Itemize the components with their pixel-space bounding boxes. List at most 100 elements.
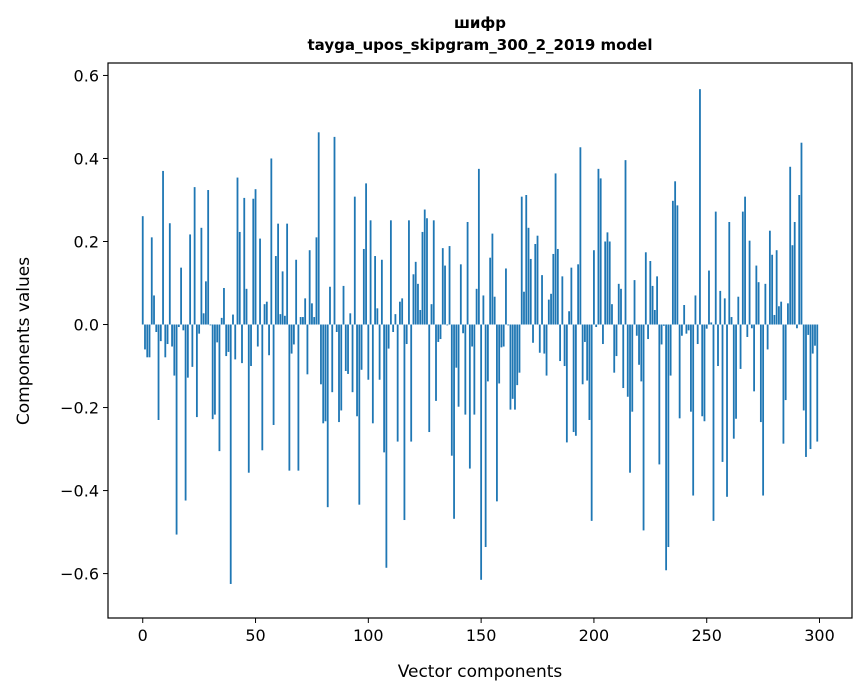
bar — [656, 276, 658, 325]
bar — [525, 195, 528, 325]
bar — [261, 324, 264, 451]
bar — [150, 237, 153, 325]
bar — [550, 293, 552, 325]
bar — [225, 324, 228, 357]
bar — [292, 324, 295, 345]
bar — [392, 324, 395, 332]
x-tick-label: 250 — [691, 626, 722, 645]
bar — [317, 132, 320, 325]
bar — [703, 324, 706, 422]
bar — [173, 324, 176, 376]
bar — [168, 223, 171, 325]
bar — [732, 324, 735, 439]
bar — [565, 324, 568, 443]
bar — [577, 264, 580, 325]
bar — [782, 324, 785, 444]
bar — [200, 227, 203, 325]
bar — [775, 250, 778, 325]
bar — [798, 195, 801, 325]
y-tick-label: 0.2 — [74, 232, 99, 251]
bar — [611, 304, 613, 325]
bar — [380, 259, 383, 325]
bar — [570, 267, 573, 325]
bar — [764, 283, 767, 325]
bar — [229, 324, 232, 584]
bar — [617, 283, 620, 325]
bar — [593, 250, 595, 325]
bar — [428, 324, 431, 433]
bar — [272, 324, 275, 425]
bar — [236, 177, 239, 325]
bar — [290, 324, 293, 354]
bar — [735, 324, 737, 419]
bar — [459, 264, 462, 325]
bar — [744, 196, 746, 325]
bar — [214, 324, 216, 415]
bar — [410, 324, 413, 442]
bar — [486, 324, 489, 382]
bar — [216, 324, 219, 343]
bar — [320, 324, 322, 385]
bar — [141, 216, 144, 325]
bar — [496, 324, 498, 502]
bar — [583, 324, 586, 342]
bar — [144, 324, 146, 350]
bar — [809, 324, 812, 450]
bar — [376, 308, 379, 325]
bar — [218, 324, 221, 452]
bar — [640, 324, 643, 382]
bar — [250, 324, 252, 367]
bar — [358, 324, 361, 505]
bar — [462, 324, 464, 334]
chart-title-line-1: шифр — [454, 14, 506, 32]
bar — [629, 324, 631, 473]
bar — [708, 270, 710, 325]
bar — [342, 285, 345, 325]
bar — [613, 324, 616, 373]
bar — [505, 268, 507, 325]
bar — [538, 324, 541, 353]
bar — [362, 248, 365, 325]
bar — [676, 205, 679, 325]
bar — [274, 256, 277, 325]
bar — [766, 324, 769, 350]
bar — [180, 267, 182, 325]
bar — [437, 324, 440, 342]
bar — [256, 324, 259, 347]
bar — [243, 197, 246, 325]
bar — [304, 298, 307, 325]
bar — [153, 295, 155, 325]
bar — [455, 324, 458, 368]
bar — [238, 231, 241, 325]
bar — [423, 209, 426, 325]
bar — [791, 245, 794, 325]
bar — [701, 324, 704, 417]
bar — [811, 324, 814, 354]
bar — [671, 200, 674, 325]
bar — [365, 183, 367, 325]
bar — [523, 291, 525, 325]
bar — [723, 298, 726, 325]
bar — [518, 324, 521, 373]
bar — [748, 240, 751, 325]
bar — [241, 324, 243, 364]
bar — [719, 290, 722, 325]
bar — [730, 317, 733, 325]
bar — [473, 324, 476, 415]
bar — [805, 324, 807, 457]
bar — [500, 324, 503, 348]
x-tick-label: 300 — [804, 626, 835, 645]
axes-frame — [107, 62, 853, 619]
bar — [705, 324, 708, 329]
bar — [669, 324, 672, 376]
bar — [209, 324, 212, 326]
bar — [667, 324, 670, 548]
bar — [198, 324, 201, 334]
x-axis-label: Vector components — [398, 662, 563, 682]
bar — [340, 324, 343, 411]
bar — [220, 317, 223, 325]
bar — [360, 324, 363, 370]
bar — [759, 324, 762, 423]
bar — [807, 324, 810, 335]
bar — [814, 324, 816, 346]
